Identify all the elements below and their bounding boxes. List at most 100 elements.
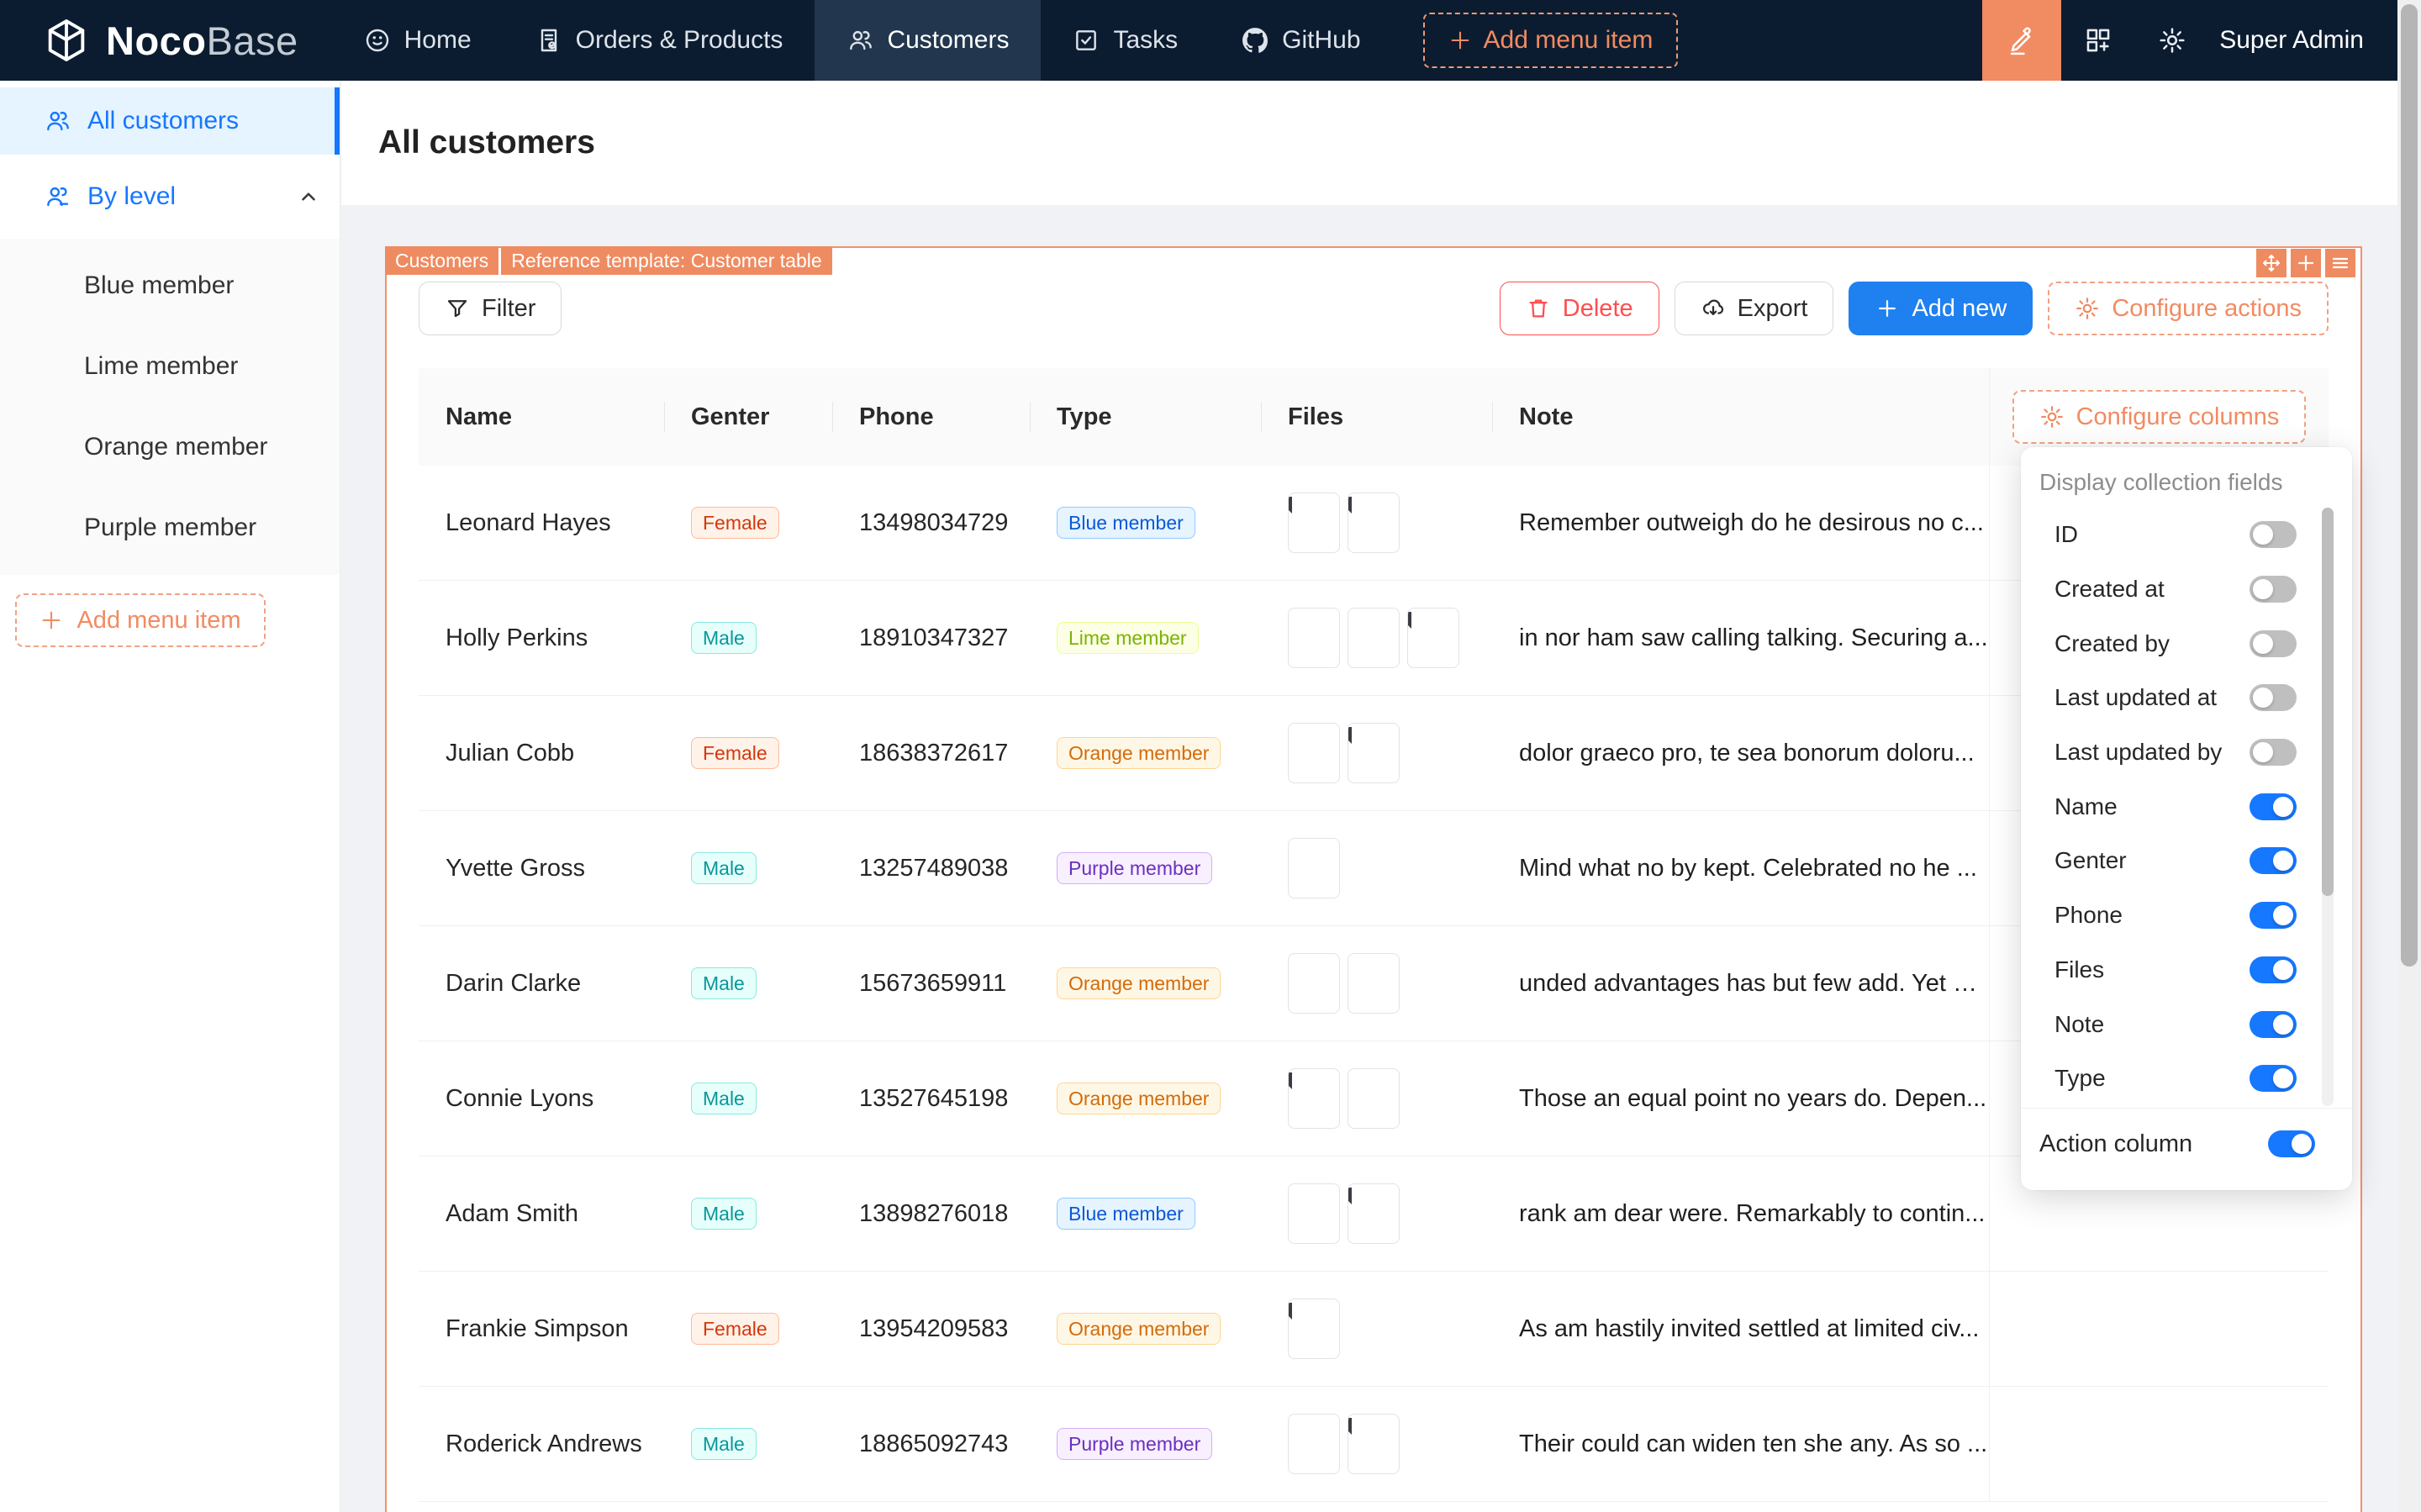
add-new-button[interactable]: Add new bbox=[1849, 282, 2033, 335]
table-row[interactable]: Darin Clarke Male 15673659911 Orange mem… bbox=[419, 926, 2329, 1041]
toggle-switch[interactable] bbox=[2250, 630, 2297, 657]
toggle-switch[interactable] bbox=[2250, 684, 2297, 712]
field-toggle-created-by[interactable]: Created by bbox=[2021, 616, 2352, 671]
field-toggle-phone[interactable]: Phone bbox=[2021, 888, 2352, 943]
field-toggle-created-at[interactable]: Created at bbox=[2021, 562, 2352, 617]
column-header-genter[interactable]: Genter bbox=[664, 368, 832, 466]
table-row[interactable]: Connie Lyons Male 13527645198 Orange mem… bbox=[419, 1041, 2329, 1156]
field-toggle-id[interactable]: ID bbox=[2021, 508, 2352, 562]
table-row[interactable]: Frankie Simpson Female 13954209583 Orang… bbox=[419, 1272, 2329, 1387]
field-toggle-type[interactable]: Type bbox=[2021, 1051, 2352, 1106]
cell-phone: 18865092743 bbox=[859, 1430, 1009, 1457]
configure-columns-button[interactable]: Configure columns bbox=[2012, 390, 2307, 444]
table-row[interactable]: Roderick Andrews Male 18865092743 Purple… bbox=[419, 1387, 2329, 1502]
toggle-switch[interactable] bbox=[2250, 847, 2297, 875]
delete-button[interactable]: Delete bbox=[1499, 282, 1659, 335]
toggle-switch[interactable] bbox=[2250, 956, 2297, 983]
toggle-switch[interactable] bbox=[2268, 1130, 2315, 1157]
toggle-switch[interactable] bbox=[2250, 1010, 2297, 1038]
toggle-switch[interactable] bbox=[2250, 576, 2297, 603]
column-header-type[interactable]: Type bbox=[1030, 368, 1261, 466]
sidebar-item-by-level[interactable]: By level bbox=[0, 163, 340, 230]
field-toggle-last-updated-by[interactable]: Last updated by bbox=[2021, 725, 2352, 780]
field-toggle-name[interactable]: Name bbox=[2021, 779, 2352, 834]
current-user-menu[interactable]: Super Admin bbox=[2209, 0, 2397, 81]
gender-tag: Male bbox=[691, 1198, 757, 1230]
configure-actions-button[interactable]: Configure actions bbox=[2048, 282, 2329, 335]
menu-item-orders-products[interactable]: Orders & Products bbox=[504, 0, 815, 81]
plus-icon bbox=[1879, 300, 1896, 317]
sidebar-item-blue-member[interactable]: Blue member bbox=[0, 245, 340, 326]
sidebar-item-all-customers[interactable]: All customers bbox=[0, 87, 340, 155]
menu-item-customers[interactable]: Customers bbox=[815, 0, 1042, 81]
drag-handle[interactable] bbox=[2256, 249, 2286, 277]
cloud-download-icon bbox=[1702, 299, 1723, 315]
doc-file-icon[interactable]: DOC bbox=[1348, 493, 1400, 553]
action-column-toggle-row[interactable]: Action column bbox=[2021, 1109, 2352, 1179]
gender-tag: Male bbox=[691, 622, 757, 654]
window-scrollbar[interactable] bbox=[2397, 0, 2421, 1512]
ui-editor-button[interactable] bbox=[1982, 0, 2062, 81]
export-button[interactable]: Export bbox=[1674, 282, 1834, 335]
pdf-file-icon[interactable] bbox=[1288, 1068, 1340, 1129]
image-attachment-thumbnail[interactable] bbox=[1288, 608, 1340, 668]
sidebar-item-label: Purple member bbox=[84, 514, 257, 541]
navbar-add-menu-item-button[interactable]: Add menu item bbox=[1422, 13, 1679, 68]
nocobase-logo[interactable]: Noco Base bbox=[0, 0, 332, 81]
toggle-switch[interactable] bbox=[2250, 902, 2297, 930]
dropdown-scrollbar-track[interactable] bbox=[2322, 508, 2334, 1106]
image-attachment-thumbnail[interactable] bbox=[1288, 1183, 1340, 1244]
menu-item-github[interactable]: GitHub bbox=[1210, 0, 1392, 81]
menu-item-home[interactable]: Home bbox=[332, 0, 504, 81]
block-menu-button[interactable] bbox=[2325, 249, 2355, 277]
filter-button[interactable]: Filter bbox=[419, 282, 562, 335]
table-row[interactable]: Adam Smith Male 13898276018 Blue member … bbox=[419, 1156, 2329, 1272]
pdf-file-icon[interactable] bbox=[1288, 493, 1340, 553]
toggle-switch[interactable] bbox=[2250, 1065, 2297, 1093]
block-add-button[interactable] bbox=[2291, 249, 2321, 277]
image-attachment-thumbnail[interactable] bbox=[1348, 608, 1400, 668]
doc-file-icon[interactable]: DOC bbox=[1407, 608, 1459, 668]
settings-button[interactable] bbox=[2135, 0, 2209, 81]
member-type-tag: Orange member bbox=[1057, 1083, 1221, 1114]
image-attachment-thumbnail[interactable] bbox=[1348, 953, 1400, 1014]
cell-name: Connie Lyons bbox=[446, 1084, 594, 1112]
toggle-switch[interactable] bbox=[2250, 521, 2297, 549]
field-toggle-genter[interactable]: Genter bbox=[2021, 834, 2352, 888]
blocks-grid-icon bbox=[2086, 29, 2110, 52]
pdf-file-icon[interactable] bbox=[1348, 1183, 1400, 1244]
cell-name: Holly Perkins bbox=[446, 624, 588, 651]
sidebar-add-menu-item-button[interactable]: Add menu item bbox=[15, 593, 266, 647]
table-row[interactable]: Leonard Hayes Female 13498034729 Blue me… bbox=[419, 466, 2329, 581]
block-templates-button[interactable] bbox=[2061, 0, 2135, 81]
sidebar-item-purple-member[interactable]: Purple member bbox=[0, 487, 340, 568]
field-toggle-note[interactable]: Note bbox=[2021, 997, 2352, 1051]
dropdown-scrollbar-thumb[interactable] bbox=[2322, 508, 2334, 896]
toggle-switch[interactable] bbox=[2250, 793, 2297, 820]
image-attachment-thumbnail[interactable] bbox=[1288, 723, 1340, 783]
image-attachment-thumbnail[interactable] bbox=[1288, 953, 1340, 1014]
image-attachment-thumbnail[interactable] bbox=[1288, 1414, 1340, 1474]
menu-item-tasks[interactable]: Tasks bbox=[1041, 0, 1210, 81]
pdf-file-icon[interactable] bbox=[1288, 1299, 1340, 1359]
table-toolbar: Filter Delete Export Add new bbox=[419, 282, 2329, 335]
column-header-name[interactable]: Name bbox=[446, 403, 512, 430]
field-toggle-files[interactable]: Files bbox=[2021, 943, 2352, 998]
column-header-phone[interactable]: Phone bbox=[832, 368, 1030, 466]
sidebar-item-lime-member[interactable]: Lime member bbox=[0, 326, 340, 407]
pdf-file-icon[interactable] bbox=[1348, 723, 1400, 783]
doc-file-icon[interactable]: DOC bbox=[1348, 1414, 1400, 1474]
gender-tag: Female bbox=[691, 737, 779, 769]
sidebar-item-orange-member[interactable]: Orange member bbox=[0, 407, 340, 487]
field-toggle-last-updated-at[interactable]: Last updated at bbox=[2021, 671, 2352, 725]
column-header-note[interactable]: Note bbox=[1492, 368, 1989, 466]
table-row[interactable]: Yvette Gross Male 13257489038 Purple mem… bbox=[419, 811, 2329, 926]
sidebar-item-label: Lime member bbox=[84, 352, 239, 380]
table-row[interactable]: Holly Perkins Male 18910347327 Lime memb… bbox=[419, 581, 2329, 696]
window-scrollbar-thumb[interactable] bbox=[2401, 4, 2418, 967]
table-row[interactable]: Julian Cobb Female 18638372617 Orange me… bbox=[419, 696, 2329, 811]
image-attachment-thumbnail[interactable] bbox=[1348, 1068, 1400, 1129]
image-attachment-thumbnail[interactable] bbox=[1288, 838, 1340, 898]
toggle-switch[interactable] bbox=[2250, 739, 2297, 767]
column-header-files[interactable]: Files bbox=[1261, 368, 1492, 466]
